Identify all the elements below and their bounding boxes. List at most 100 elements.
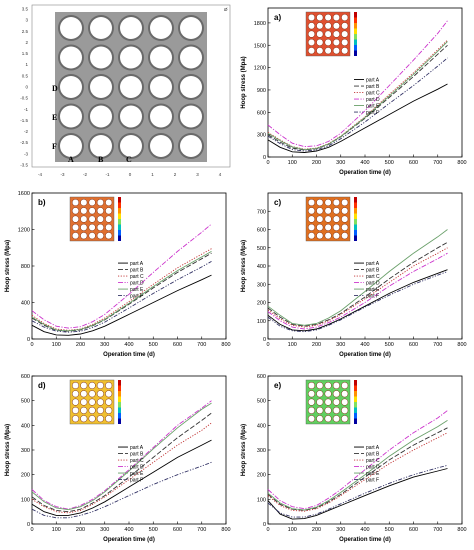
x-tick-label: 500 (149, 527, 158, 533)
inset-hole (324, 232, 332, 240)
inset-hole (96, 390, 104, 398)
y-tick-label: 300 (257, 448, 266, 454)
panel-label: a) (274, 13, 281, 22)
series-line-part-f (31, 261, 212, 333)
panel-label: d) (38, 381, 46, 390)
plot-frame (267, 7, 463, 158)
series-line-part-e (31, 251, 212, 332)
x-tick-label: 200 (76, 342, 85, 348)
inset-hole (71, 223, 80, 231)
inset-hole (71, 232, 80, 240)
inset-hole (324, 215, 332, 223)
colorbar-segment (354, 12, 357, 18)
inset-hole (80, 223, 88, 231)
model-hole (120, 46, 142, 69)
inset-hole (316, 38, 324, 46)
model-hole (60, 17, 82, 39)
inset-hole (341, 13, 349, 22)
inset-hole (96, 381, 104, 390)
legend-entry-label: part A (130, 261, 144, 267)
colorbar-segment (118, 418, 121, 424)
model-x-tick-label: 3 (196, 172, 199, 177)
inset-hole (332, 13, 340, 22)
x-tick-label: 0 (266, 527, 269, 533)
plot-frame (31, 192, 227, 340)
legend-entry-label: part D (366, 464, 380, 470)
inset-hole (332, 215, 340, 223)
inset-colorbar (118, 197, 121, 241)
model-part-label-b: B (98, 155, 104, 164)
model-hole (180, 17, 202, 39)
series-line-part-a (31, 274, 212, 336)
series-line-part-f (31, 461, 212, 519)
y-tick-label: 1200 (18, 228, 30, 234)
legend-entry-label: part E (366, 103, 380, 109)
series-line-part-a (267, 468, 448, 520)
model-hole (120, 105, 142, 128)
colorbar-segment (118, 202, 121, 208)
inset-hole (88, 381, 96, 390)
x-axis-label: Operation time (d) (339, 537, 391, 543)
colorbar-segment (354, 208, 357, 214)
inset-hole (105, 207, 113, 215)
chart-panel-d: 0 100 200 300 400 500 600 700 800 0 100 200 300 400 50… (5, 374, 231, 543)
y-tick-label: 1500 (254, 43, 266, 49)
model-x-tick-label: 1 (151, 172, 154, 177)
inset-hole (324, 390, 332, 398)
inset-hole (341, 198, 349, 207)
x-tick-label: 200 (312, 342, 321, 348)
x-tick-label: 400 (360, 342, 369, 348)
x-tick-label: 700 (433, 527, 442, 533)
y-tick-label: 0 (263, 522, 266, 528)
inset-hole (96, 215, 104, 223)
inset-hole (324, 223, 332, 231)
x-tick-label: 200 (76, 527, 85, 533)
y-axis-label: Hoop stress (Mpa) (5, 424, 11, 476)
x-tick-label: 300 (100, 342, 109, 348)
model-hole (150, 17, 172, 39)
y-tick-label: 400 (257, 264, 266, 270)
inset-hole (316, 198, 324, 207)
inset-hole (88, 215, 96, 223)
y-tick-label: 100 (21, 497, 30, 503)
inset-hole (332, 223, 340, 231)
legend-entry-label: part A (366, 261, 380, 267)
model-y-tick-label: 1.5 (22, 51, 29, 56)
inset-hole (71, 398, 80, 406)
model-y-tick-label: 2 (25, 40, 28, 45)
legend-entry-label: part B (366, 267, 380, 273)
inset-hole (341, 381, 349, 390)
colorbar-segment (354, 418, 357, 424)
inset-hole (332, 30, 340, 38)
model-part-label-e: E (52, 113, 57, 122)
inset-hole (324, 381, 332, 390)
y-tick-label: 600 (21, 374, 30, 380)
inset-hole (105, 398, 113, 406)
legend-entry-label: part A (366, 77, 380, 83)
x-tick-label: 300 (336, 342, 345, 348)
y-axis-label: Hoop stress (Mpa) (241, 424, 247, 476)
inset-hole (80, 381, 88, 390)
inset-hole (96, 198, 104, 207)
inset-hole (332, 406, 340, 414)
x-tick-label: 800 (221, 342, 230, 348)
inset-hole (105, 415, 113, 423)
legend-entry-label: part E (366, 287, 380, 293)
series-line-part-e (267, 41, 448, 151)
model-hole (150, 105, 172, 128)
colorbar-segment (354, 413, 357, 419)
chart-panel-b: 0 100 200 300 400 500 600 700 800 0 400 800 1200 1600… (5, 191, 231, 358)
inset-hole (332, 207, 340, 215)
inset-hole (80, 398, 88, 406)
x-tick-label: 500 (385, 160, 394, 166)
inset-hole (324, 406, 332, 414)
inset-hole (105, 223, 113, 231)
inset-hole (341, 398, 349, 406)
model-hole (120, 17, 142, 39)
x-axis-label: Operation time (d) (339, 352, 391, 358)
inset-hole (80, 406, 88, 414)
x-tick-label: 800 (457, 342, 466, 348)
colorbar-segment (354, 391, 357, 397)
inset-hole (332, 38, 340, 46)
x-tick-label: 400 (124, 342, 133, 348)
